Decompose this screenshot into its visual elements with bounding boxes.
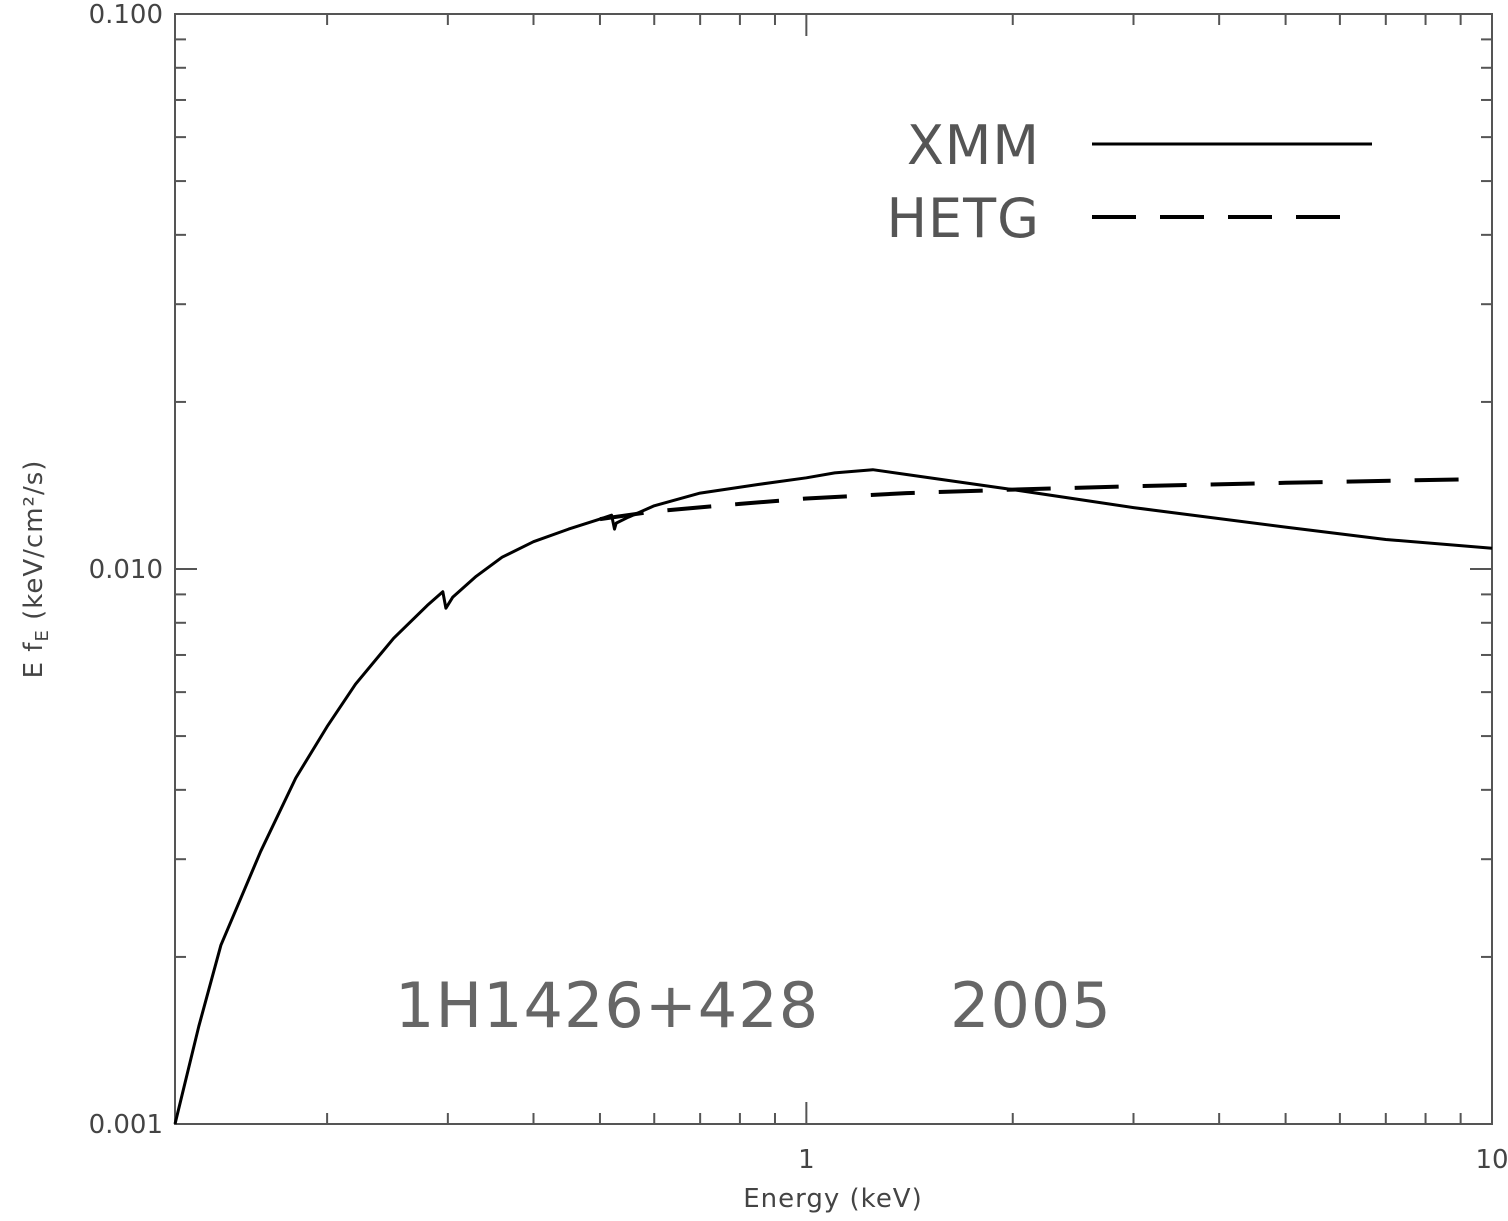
series-line-hetg <box>599 477 1461 522</box>
y-axis-title-main: E f <box>19 642 49 679</box>
x-axis-title: Energy (keV) <box>743 1184 923 1214</box>
x-tick-label: 1 <box>798 1145 815 1175</box>
y-tick-label: 0.010 <box>89 555 163 585</box>
axis-ticks <box>175 14 1492 1125</box>
annotation-source-name: 1H1426+428 <box>395 969 819 1042</box>
y-axis-title-unit: (keV/cm²/s) <box>19 460 49 630</box>
axis-tick-labels: 1 10 0.001 0.010 0.100 <box>89 0 1508 1175</box>
plot-frame <box>174 13 1493 1125</box>
x-tick-label: 10 <box>1475 1145 1508 1175</box>
series-layer <box>173 468 1493 1125</box>
y-tick-label: 0.001 <box>89 1110 163 1140</box>
series-line-xmm <box>173 468 1493 1125</box>
y-axis-title: E fE (keV/cm²/s) <box>19 460 53 679</box>
legend-label-xmm: XMM <box>907 114 1040 177</box>
y-axis-title-subscript: E <box>32 629 53 641</box>
y-tick-label: 0.100 <box>89 0 163 30</box>
annotation-year: 2005 <box>950 969 1112 1042</box>
legend: XMM HETG <box>886 114 1372 250</box>
legend-label-hetg: HETG <box>886 187 1040 250</box>
